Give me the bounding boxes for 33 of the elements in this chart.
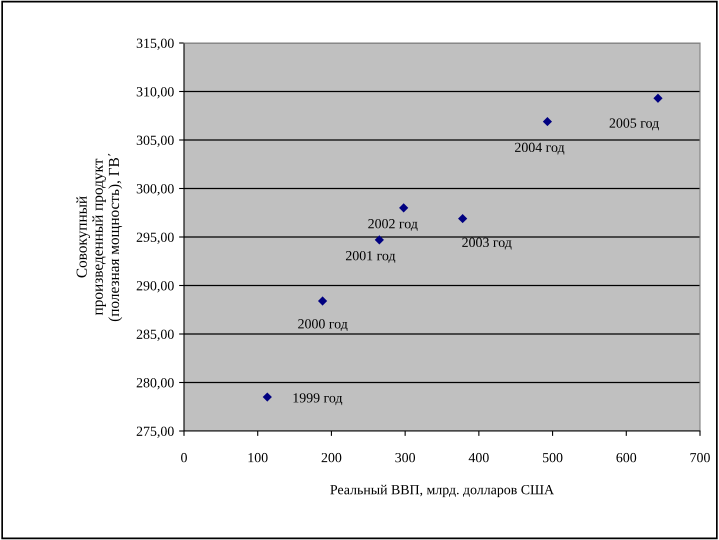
y-tick-label: 300,00 [136,184,174,196]
annotation: 2002 год [368,219,418,231]
point [262,392,272,402]
point [542,116,552,126]
y-tick-label: 275,00 [136,426,174,438]
annotation: 2004 год [515,142,564,155]
y-tick-label: 290,00 [136,281,174,292]
annotation: 1999 год [294,393,342,406]
y-tick-label: 305,00 [136,136,174,147]
annotation: 2003 год [462,238,512,250]
point [458,214,468,224]
x-tick-label: 700 [690,452,710,462]
x-tick-label: 500 [542,452,562,462]
x-tick-label: 0 [181,452,187,462]
y-tick-label: 295,00 [136,232,174,244]
x-tick-label: 400 [468,452,489,462]
y-tick-label: 315,00 [136,38,174,50]
y-tick-label: 280,00 [136,378,174,390]
point [653,94,663,103]
x-tick-label: 600 [616,452,636,462]
point [318,296,328,306]
y-axis-title: Совокупный произведенный продукт (полезная мощность), ГВ΄ [76,154,122,322]
annotation: 2000 год [298,319,348,332]
annotation: 2005 год [610,118,659,130]
y-tick-label: 310,00 [136,87,174,98]
point [399,203,408,213]
y-tick-label: 285,00 [136,330,174,341]
point [374,235,384,245]
x-tick-label: 300 [395,452,416,462]
x-tick-label: 200 [322,452,342,462]
annotation: 2001 год [346,251,396,263]
x-axis-title: Реальный ВВП, млрд. долларов США [330,484,554,498]
x-tick-label: 100 [248,452,268,462]
